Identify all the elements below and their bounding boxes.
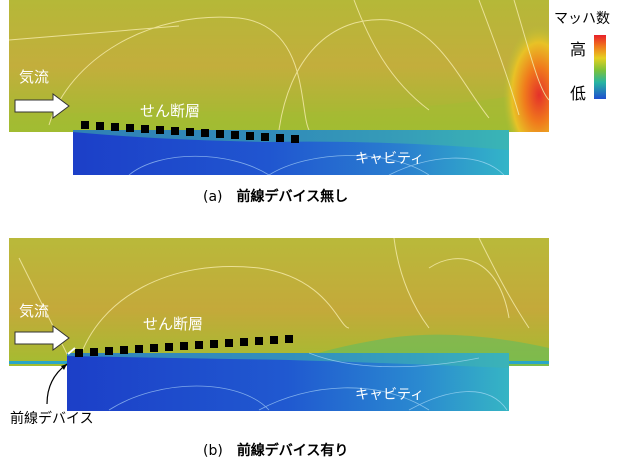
legend-color-bar [594, 35, 606, 99]
caption-a-title: 前線デバイス無し [236, 189, 349, 205]
legend-title: マッハ数 [554, 11, 610, 27]
caption-b: (b) 前線デバイス有り [203, 440, 348, 460]
panel-a: 気流 せん断層 キャビティ [9, 0, 549, 182]
panel-b-contour [9, 238, 549, 418]
panel-a-contour [9, 0, 549, 182]
mach-legend: マッハ数 高 低 [554, 8, 629, 108]
cavity-label: キャビティ [355, 151, 425, 167]
legend-low-label: 低 [570, 84, 587, 103]
legend-high-label: 高 [570, 40, 587, 59]
front-device-label: 前線デバイス [10, 411, 94, 427]
caption-a: (a) 前線デバイス無し [203, 186, 348, 206]
flow-arrow-icon [14, 93, 70, 119]
caption-a-letter: (a) [203, 189, 223, 205]
flow-label: 気流 [19, 302, 50, 320]
shear-layer-label: せん断層 [143, 315, 204, 333]
cavity-label: キャビティ [355, 387, 425, 403]
caption-b-letter: (b) [203, 443, 223, 459]
shear-layer-label: せん断層 [140, 102, 201, 120]
flow-label: 気流 [19, 68, 50, 86]
caption-b-title: 前線デバイス有り [236, 443, 349, 459]
flow-arrow-icon [14, 325, 70, 351]
panel-b: 気流 せん断層 キャビティ [9, 238, 549, 418]
